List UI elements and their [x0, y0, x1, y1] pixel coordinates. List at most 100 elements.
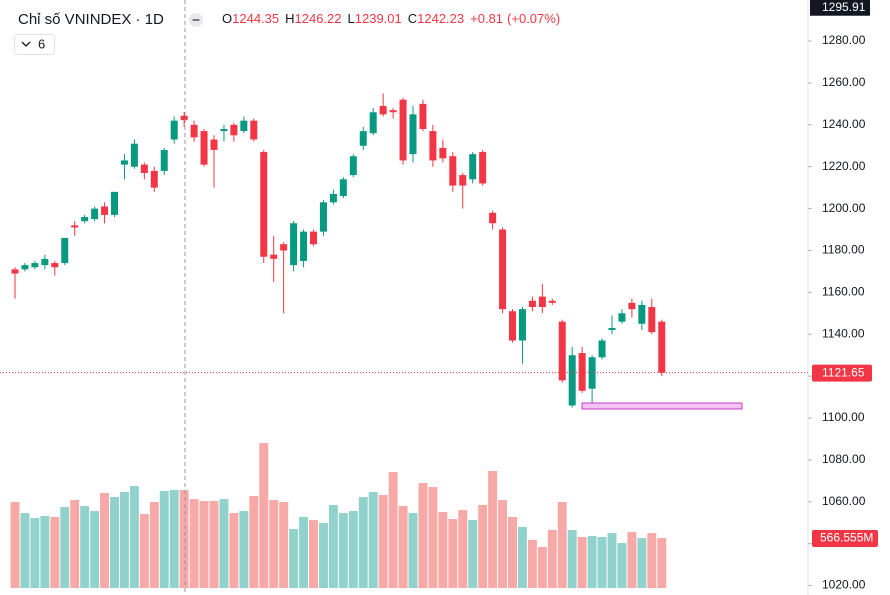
candle-body: [499, 229, 507, 310]
volume-bar: [368, 491, 378, 588]
candle-body: [528, 300, 536, 308]
candle-body: [509, 311, 516, 341]
open-value: 1244.35: [232, 11, 279, 26]
ohlc-text: O1244.35 H1246.22 L1239.01 C1242.23 +0.81 (+0…: [222, 11, 560, 26]
volume-bar: [527, 539, 537, 588]
candle-body: [419, 103, 427, 130]
y-tick-label: 1200.00: [822, 201, 866, 215]
volume-bar: [279, 501, 289, 588]
candle-body: [150, 170, 158, 188]
volume-bar: [657, 537, 667, 588]
candle-body: [250, 120, 258, 140]
candle-body: [130, 143, 138, 167]
volume-bar: [567, 530, 577, 588]
candle-body: [160, 149, 168, 171]
last-price-label: 1121.65: [822, 365, 865, 379]
candle-body: [81, 216, 89, 222]
high-value: 1246.22: [295, 11, 342, 26]
volume-bar: [219, 499, 229, 588]
candle-body: [21, 265, 29, 270]
last-price-box: [812, 364, 872, 382]
volume-bar: [328, 505, 338, 588]
volume-bar: [119, 491, 129, 588]
candle-body: [280, 244, 288, 251]
volume-bar: [20, 512, 30, 588]
candle-body: [210, 139, 218, 150]
candle-body: [459, 175, 467, 186]
volume-bar: [557, 501, 567, 588]
candle-body: [449, 156, 457, 186]
candle-body: [270, 254, 278, 259]
volume-bar: [259, 443, 269, 588]
candle-body: [349, 156, 357, 176]
volume-bar: [40, 515, 50, 588]
volume-bar: [199, 500, 209, 588]
candle-body: [290, 223, 298, 266]
candle-body: [230, 124, 238, 136]
candle-body: [220, 129, 228, 132]
candle-body: [111, 191, 118, 215]
volume-bar: [149, 501, 159, 588]
rectangle-drawing[interactable]: [581, 402, 743, 410]
volume-bar: [398, 506, 408, 588]
candle-body: [101, 206, 109, 215]
candle-body: [180, 115, 188, 121]
volume-bar: [577, 536, 587, 588]
volume-bar: [438, 512, 448, 588]
volume-bar: [189, 499, 199, 588]
candle-body: [319, 202, 327, 232]
y-tick-label: 1260.00: [822, 75, 866, 89]
volume-bar: [378, 494, 388, 588]
y-tick-label: 1160.00: [822, 285, 865, 299]
candle-body: [628, 302, 636, 310]
volume-bar: [647, 533, 657, 588]
ohlc-prefix: O: [222, 11, 232, 26]
ohlc-prefix: C: [408, 11, 417, 26]
candle-body: [51, 263, 59, 268]
volume-bar: [597, 536, 607, 588]
volume-pane: [10, 443, 667, 588]
volume-bar: [338, 512, 348, 588]
candle-body: [648, 307, 656, 333]
volume-bar: [159, 491, 169, 588]
volume-bar: [139, 514, 149, 588]
close-value: 1242.23: [417, 11, 464, 26]
candle-body: [409, 114, 417, 155]
candle-body: [260, 152, 268, 257]
y-tick-label: 1020.00: [822, 578, 866, 592]
change-value: +0.81: [470, 11, 503, 26]
volume-bar: [448, 518, 458, 588]
candle-body: [240, 120, 248, 132]
candle-body: [91, 208, 99, 220]
candle-body: [548, 300, 556, 303]
volume-bar: [80, 506, 90, 588]
candle-body: [389, 110, 397, 113]
candle-body: [429, 131, 437, 161]
candle-body: [359, 131, 367, 146]
candle-body: [479, 152, 487, 184]
candle-body: [190, 124, 198, 138]
candle-body: [310, 231, 317, 245]
volume-bar: [488, 470, 498, 588]
indicators-toggle[interactable]: [14, 34, 55, 55]
candle-body: [439, 147, 447, 159]
volume-bar: [508, 516, 517, 588]
candle-body: [120, 160, 128, 165]
volume-bar: [478, 505, 488, 588]
volume-bar: [229, 512, 239, 588]
volume-bar: [309, 520, 318, 588]
volume-bar: [179, 490, 189, 588]
candle-body: [399, 99, 407, 161]
candle-body: [469, 154, 477, 180]
legend: Chỉ số VNINDEX · 1D O1244.35 H1246.22 L123…: [14, 11, 560, 55]
candle-body: [41, 258, 49, 266]
candle-body: [598, 340, 606, 358]
candle-body: [379, 105, 387, 115]
volume-bar: [129, 485, 139, 588]
low-value: 1239.01: [355, 11, 402, 26]
volume-bar: [458, 509, 468, 588]
y-tick-label: 1240.00: [822, 117, 866, 131]
volume-bar: [60, 506, 70, 588]
volume-bar: [587, 536, 597, 588]
